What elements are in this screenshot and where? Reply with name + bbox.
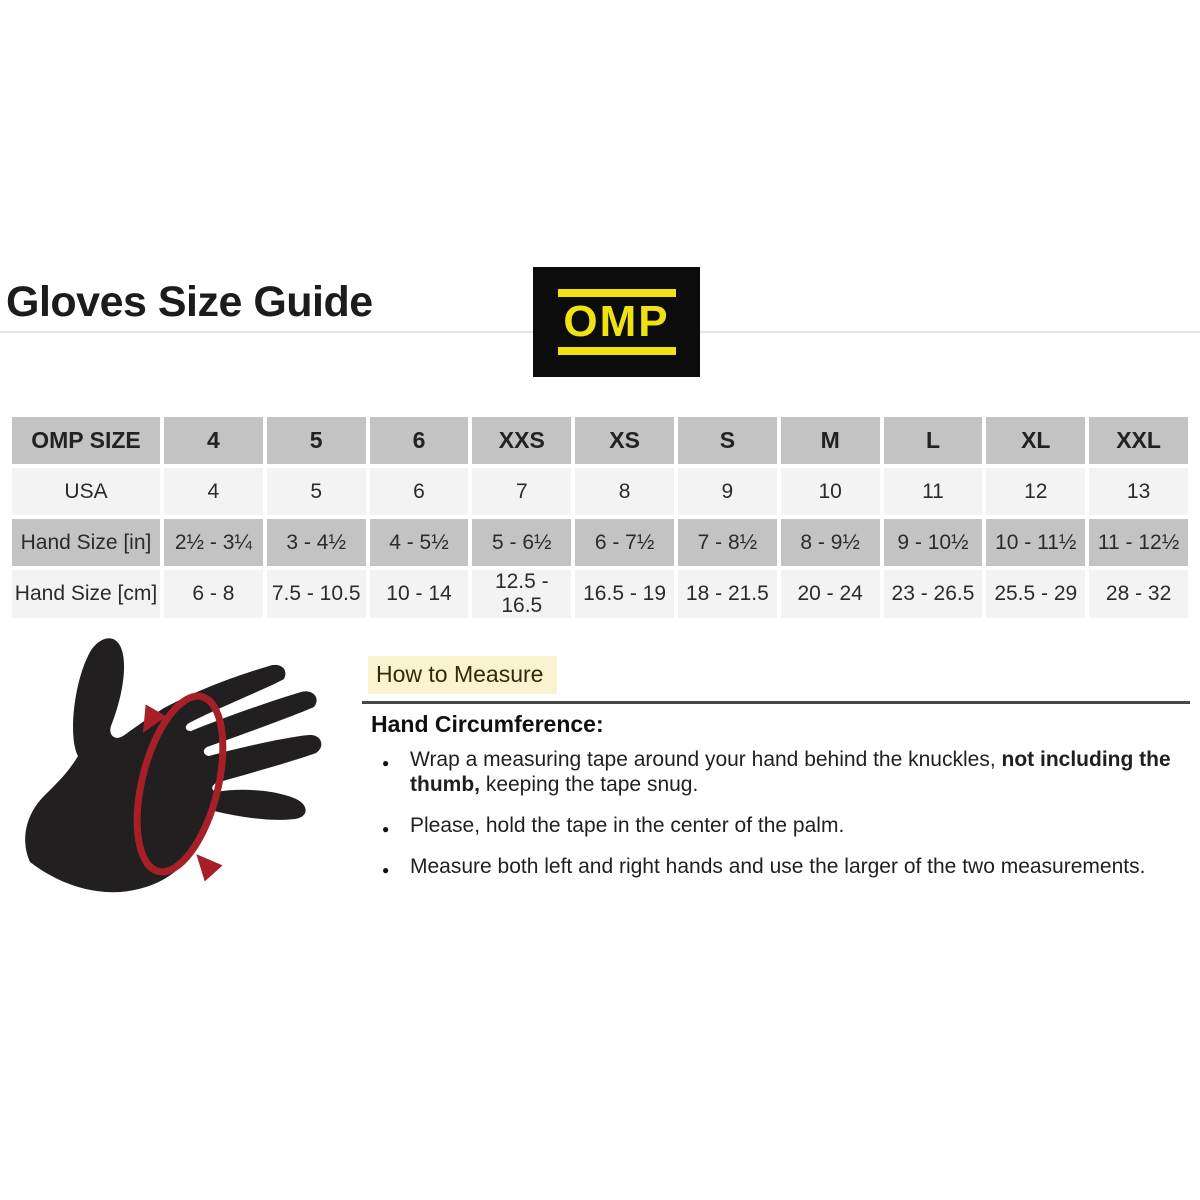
size-table-cell: 18 - 21.5 [677,570,777,618]
size-table-row-label: Hand Size [cm] [12,570,160,618]
size-table-cell: XXL [1089,417,1188,464]
measuring-tape-ellipse [133,692,227,876]
size-table-cell: 16.5 - 19 [575,570,674,618]
size-table-cell: 13 [1089,468,1188,515]
size-table-cell: 4 [164,417,263,464]
size-table-cell: 6 [369,417,469,464]
size-table-cell: 9 - 10½ [883,519,983,566]
measure-instruction: Please, hold the tape in the center of t… [372,813,1190,842]
size-table-cell: 8 [575,468,674,515]
size-table-cell: 4 - 5½ [369,519,469,566]
size-table-cell: XL [986,417,1086,464]
size-table-cell: 6 - 8 [164,570,263,618]
tape-arrowhead-bottom [196,854,223,882]
omp-logo-text: OMP [563,297,670,346]
hand-measure-illustration [25,638,322,893]
size-table-cell: M [780,417,880,464]
size-table-cell: 11 - 12½ [1089,519,1188,566]
size-table-cell: 10 - 11½ [986,519,1086,566]
size-table-cell: 11 [883,468,983,515]
size-table-cell: 2½ - 3¼ [164,519,263,566]
size-table-cell: 7 - 8½ [677,519,777,566]
size-table-row: USA 4 5 6 7 8 9 10 11 12 13 [12,468,1188,515]
size-table-cell: 4 [164,468,263,515]
instruction-text: keeping the tape snug. [479,773,699,796]
measure-instruction: Measure both left and right hands and us… [372,854,1190,883]
size-table-row: OMP SIZE 4 5 6 XXS XS S M L XL XXL [12,417,1188,464]
size-table-cell: 28 - 32 [1089,570,1188,618]
size-table-cell: 10 [780,468,880,515]
size-table-cell: 20 - 24 [780,570,880,618]
omp-logo: OMP [533,267,700,377]
size-table-cell: 5 - 6½ [472,519,572,566]
size-table-cell: 8 - 9½ [780,519,880,566]
size-table-row-label: Hand Size [in] [12,519,160,566]
size-table-cell: 3 - 4½ [266,519,366,566]
size-table-cell: 12 [986,468,1086,515]
section-divider [362,701,1190,704]
size-table-row-label: USA [12,468,160,515]
size-table-cell: 5 [266,468,366,515]
size-table-row-label: OMP SIZE [12,417,160,464]
how-to-measure-heading: How to Measure [368,656,558,694]
tape-arrowhead-top [143,704,167,733]
size-table-cell: XS [575,417,674,464]
size-table-cell: XXS [472,417,572,464]
size-table-cell: S [677,417,777,464]
size-table: OMP SIZE 4 5 6 XXS XS S M L XL XXL USA 4 5 6 7 8 9 10 11 12 1… [8,413,1192,622]
omp-logo-bar-top [557,289,676,297]
size-table-cell: 7 [472,468,572,515]
instruction-text: Please, hold the tape in the center of t… [410,814,845,837]
hand-circumference-heading: Hand Circumference: [371,711,604,737]
size-table-cell: 12.5 - 16.5 [472,570,572,618]
size-table-cell: 25.5 - 29 [986,570,1086,618]
size-table-cell: L [883,417,983,464]
size-table-cell: 7.5 - 10.5 [266,570,366,618]
size-table-cell: 6 - 7½ [575,519,674,566]
measure-instruction: Wrap a measuring tape around your hand b… [372,747,1190,797]
size-table-cell: 9 [677,468,777,515]
size-table-cell: 5 [266,417,366,464]
size-table-cell: 10 - 14 [369,570,469,618]
instruction-text-bold: not including the thumb, [410,748,1171,796]
size-table-cell: 6 [369,468,469,515]
size-table-row: Hand Size [cm] 6 - 8 7.5 - 10.5 10 - 14 12.5… [12,570,1188,618]
instruction-text: Measure both left and right hands and us… [410,855,1146,878]
size-table-row: Hand Size [in] 2½ - 3¼ 3 - 4½ 4 - 5½ 5 - 6½ 6… [12,519,1188,566]
instruction-text: Wrap a measuring tape around your hand b… [410,748,1002,771]
measure-instructions: Wrap a measuring tape around your hand b… [372,747,1190,895]
omp-logo-bar-bottom [557,347,676,355]
hand-silhouette [25,638,322,893]
size-table-cell: 23 - 26.5 [883,570,983,618]
page-title: Gloves Size Guide [6,278,373,326]
